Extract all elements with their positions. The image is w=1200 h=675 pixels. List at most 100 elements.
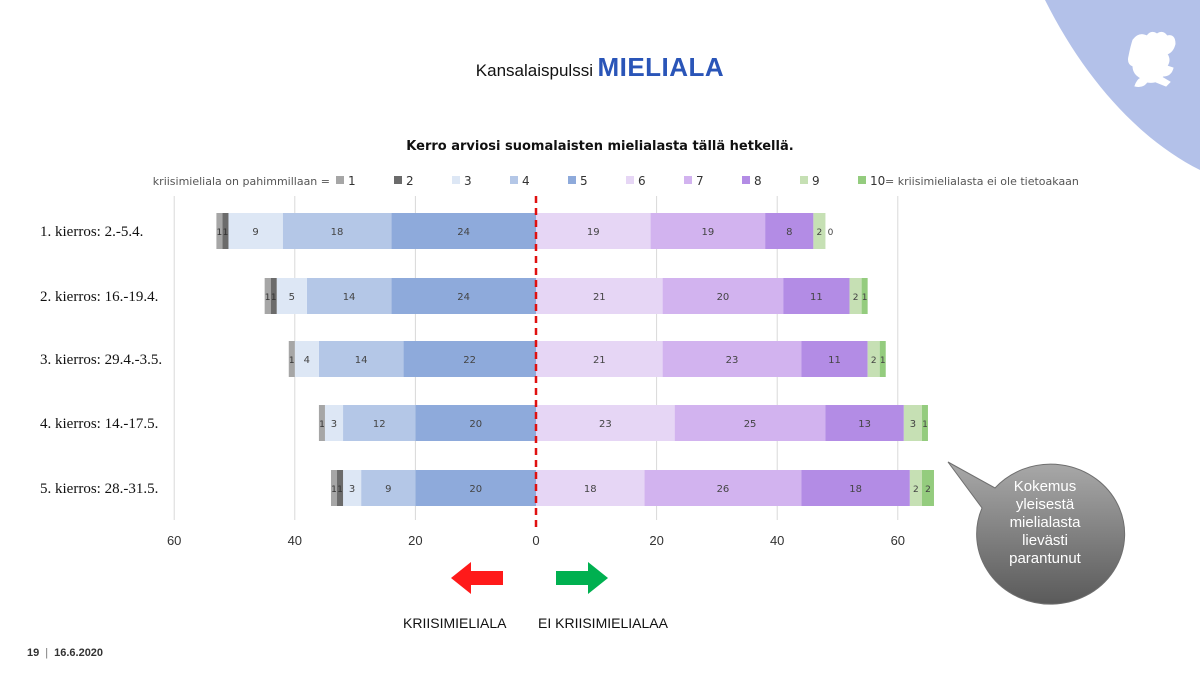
bar-segment <box>879 341 886 377</box>
bar-segment <box>337 470 344 506</box>
bar-segment <box>783 278 850 314</box>
bar-segment <box>662 341 802 377</box>
data-label: 3 <box>331 419 337 430</box>
bar-segment <box>536 405 675 441</box>
bar-segment <box>765 213 814 249</box>
bar-segment <box>343 470 362 506</box>
bar-segment <box>909 470 922 506</box>
bar-segment <box>536 341 663 377</box>
data-label: 11 <box>810 292 823 303</box>
data-label: 1 <box>319 420 325 430</box>
legend-label: 7 <box>696 174 704 188</box>
data-label: 22 <box>463 355 476 366</box>
data-label: 4 <box>304 355 310 366</box>
slide-title-prefix: Kansalaispulssi <box>475 61 593 80</box>
legend-swatch <box>568 176 576 184</box>
data-label: 8 <box>786 227 792 238</box>
bar-segment <box>674 405 826 441</box>
bar-segment <box>813 213 826 249</box>
data-label: 26 <box>717 484 730 495</box>
bar-segment <box>415 470 536 506</box>
bar-segment <box>361 470 416 506</box>
data-label: 1 <box>880 356 886 366</box>
bar-segment <box>330 470 338 506</box>
legend-prefix: kriisimieliala on pahimmillaan = <box>153 175 330 188</box>
legend-swatch <box>800 176 808 184</box>
data-label: 9 <box>385 484 391 495</box>
data-label: 9 <box>252 227 258 238</box>
x-tick-label: 0 <box>532 533 539 548</box>
legend-label: 9 <box>812 174 820 188</box>
bar-segment <box>270 278 277 314</box>
legend-swatch <box>742 176 750 184</box>
left-red-arrow-icon <box>451 562 503 594</box>
data-label: 20 <box>469 484 482 495</box>
arrow-label-left: KRIISIMIELIALA <box>403 615 507 631</box>
bar-segment <box>324 405 344 441</box>
legend-suffix: = kriisimielialasta ei ole tietoakaan <box>885 175 1079 188</box>
x-tick-label: 40 <box>770 533 784 548</box>
legend-swatch <box>858 176 866 184</box>
data-label: 1 <box>862 293 868 303</box>
x-tick-label: 60 <box>167 533 181 548</box>
bar-segment <box>282 213 392 249</box>
bar-segment <box>391 278 536 314</box>
legend-swatch <box>684 176 692 184</box>
bar-segment <box>861 278 868 314</box>
data-label: 24 <box>457 227 470 238</box>
data-label: 23 <box>726 355 739 366</box>
bar-segment <box>294 341 319 377</box>
legend-label: 2 <box>406 174 414 188</box>
bar-segment <box>536 278 663 314</box>
legend-swatch <box>510 176 518 184</box>
data-label: 24 <box>457 292 470 303</box>
arrow-label-right: EI KRIISIMIELIALAA <box>538 615 668 631</box>
data-label: 2 <box>817 228 823 238</box>
category-label: 3. kierros: 29.4.-3.5. <box>40 352 162 368</box>
bar-segment <box>825 405 904 441</box>
data-label: 20 <box>717 292 730 303</box>
data-label: 23 <box>599 419 612 430</box>
data-label: 18 <box>849 484 862 495</box>
data-label: 1 <box>289 356 295 366</box>
bar-segment <box>391 213 536 249</box>
data-label: 14 <box>355 355 368 366</box>
bar-segment <box>264 278 271 314</box>
bar-segment <box>536 213 651 249</box>
data-label: 13 <box>858 419 871 430</box>
bar-segment <box>662 278 784 314</box>
x-tick-label: 40 <box>288 533 302 548</box>
legend-swatch <box>336 176 344 184</box>
bar-segment <box>276 278 307 314</box>
data-label: 1 <box>922 420 928 430</box>
bar-segment <box>288 341 295 377</box>
bar-segment <box>801 470 910 506</box>
data-label: 1 <box>217 228 223 238</box>
chart-title: Kerro arviosi suomalaisten mielialasta t… <box>406 139 793 154</box>
category-label: 1. kierros: 2.-5.4. <box>40 224 143 240</box>
data-label: 0 <box>828 228 834 238</box>
x-tick-label: 20 <box>408 533 422 548</box>
data-label: 3 <box>349 484 355 495</box>
data-label: 1 <box>331 485 337 495</box>
data-label: 2 <box>925 485 931 495</box>
bar-segment <box>222 213 229 249</box>
legend-swatch <box>626 176 634 184</box>
category-label: 4. kierros: 14.-17.5. <box>40 416 158 432</box>
legend-label: 6 <box>638 174 646 188</box>
bar-segment <box>343 405 416 441</box>
legend-label: 5 <box>580 174 588 188</box>
footer: 19 | 16.6.2020 <box>27 647 103 659</box>
data-label: 19 <box>587 227 600 238</box>
legend-label: 3 <box>464 174 472 188</box>
data-label: 18 <box>331 227 344 238</box>
data-label: 1 <box>337 485 343 495</box>
category-label: 2. kierros: 16.-19.4. <box>40 289 158 305</box>
slide-title-main: MIELIALA <box>597 52 725 82</box>
footer-separator: | <box>45 647 49 659</box>
data-label: 12 <box>373 419 386 430</box>
